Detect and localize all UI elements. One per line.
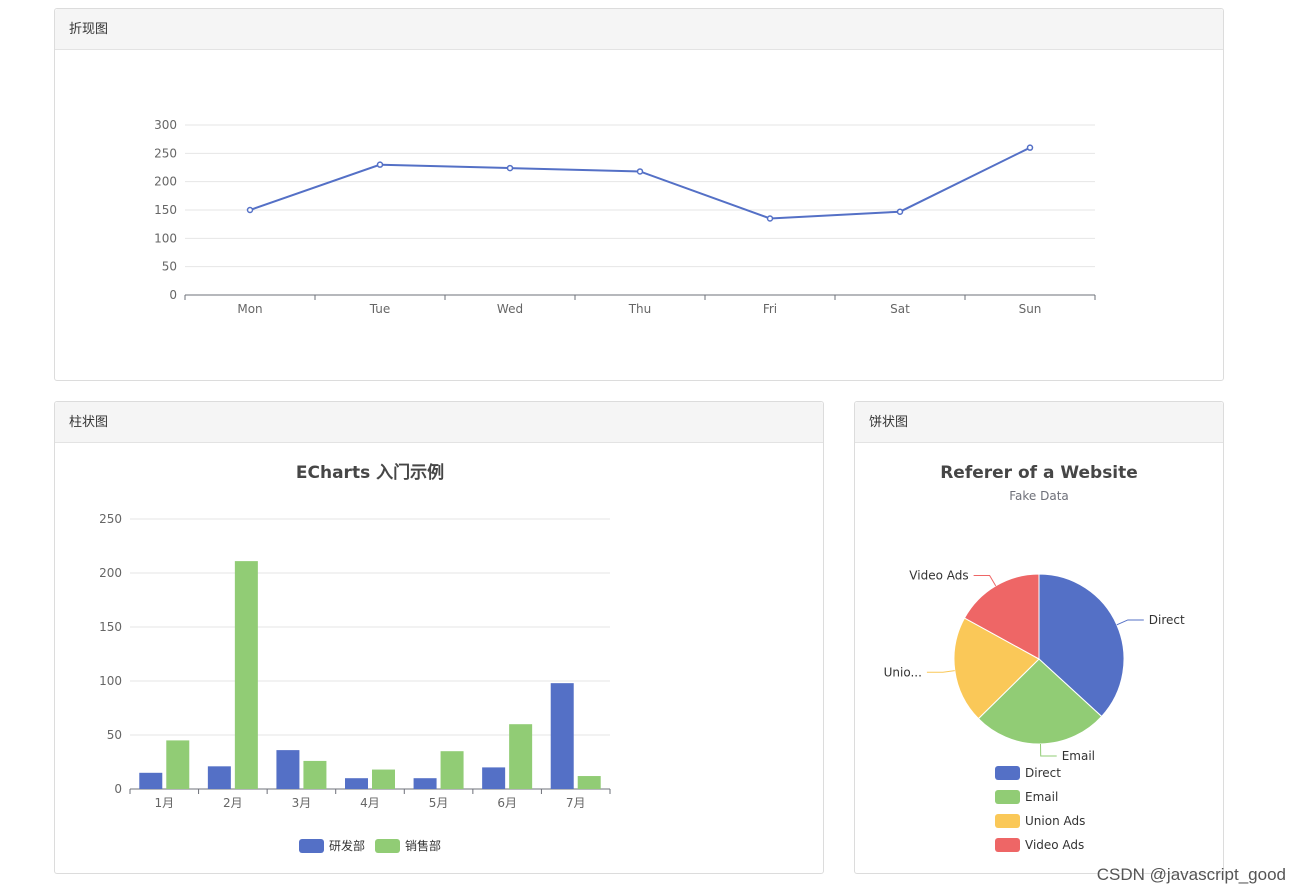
legend-label: Union Ads <box>1025 814 1085 828</box>
bar-series-1 <box>482 767 506 789</box>
bar-chart-panel: 柱状图 ECharts 入门示例 0 50 100 150 200 250 1月 2月 3月 4月 5… <box>54 401 824 874</box>
y-tick-label: 0 <box>169 288 177 302</box>
legend-swatch <box>995 838 1020 852</box>
pie-panel-header: 饼状图 <box>855 402 1223 443</box>
legend-label: Direct <box>1025 766 1061 780</box>
bar-chart: ECharts 入门示例 0 50 100 150 200 250 1月 2月 3月 4月 5月 6月 7… <box>99 462 611 853</box>
legend-label: Email <box>1025 790 1058 804</box>
pie-chart-subtitle: Fake Data <box>1009 489 1069 503</box>
line-point <box>766 215 774 222</box>
x-tick-label: Tue <box>369 302 391 316</box>
y-tick-label: 150 <box>99 620 122 634</box>
bar-series-1 <box>550 683 574 789</box>
y-tick-label: 50 <box>162 260 177 274</box>
x-tick-label: Sun <box>1019 302 1042 316</box>
bar-panel-header: 柱状图 <box>55 402 823 443</box>
pie-slice-label: Direct <box>1149 613 1185 627</box>
pie-chart-title: Referer of a Website <box>940 463 1138 483</box>
y-tick-label: 250 <box>154 146 177 160</box>
legend-label: 销售部 <box>405 838 441 853</box>
pie-label-line <box>926 670 955 673</box>
bar-series-1 <box>413 778 437 789</box>
pie-slice <box>977 658 1103 745</box>
line-point <box>376 161 384 168</box>
pie-chart-panel: 饼状图 Referer of a Website Fake Data Direct E… <box>854 401 1224 874</box>
line-chart-panel: 折现图 0 50 100 150 200 250 300 Mon Tue Wed Thu Fri Sat… <box>54 8 1224 381</box>
y-tick-label: 200 <box>154 175 177 189</box>
line-point <box>246 206 254 214</box>
y-tick-label: 300 <box>154 118 177 132</box>
line-point <box>506 164 514 172</box>
x-tick-label: Thu <box>628 302 652 316</box>
x-tick-label: 2月 <box>223 796 243 810</box>
pie-slice <box>963 573 1040 660</box>
legend-swatch <box>299 839 324 853</box>
pie-slice-label: Video Ads <box>909 569 968 583</box>
y-tick-label: 200 <box>99 566 122 580</box>
x-tick-label: 7月 <box>566 796 586 810</box>
y-tick-label: 150 <box>154 203 177 217</box>
pie-label-line <box>973 575 997 587</box>
y-tick-label: 0 <box>114 782 122 796</box>
legend-swatch <box>995 766 1020 780</box>
x-tick-label: Wed <box>497 302 523 316</box>
pie-slice <box>1038 573 1125 718</box>
bar-series-2 <box>303 760 327 789</box>
line-panel-body: 0 50 100 150 200 250 300 Mon Tue Wed Thu Fri Sat Sun <box>55 50 1223 380</box>
y-tick-label: 50 <box>107 728 122 742</box>
bar-series-1 <box>276 750 300 789</box>
pie-slice-label: Email <box>1062 749 1095 763</box>
y-tick-label: 250 <box>99 512 122 526</box>
y-tick-label: 100 <box>99 674 122 688</box>
legend-swatch <box>995 814 1020 828</box>
bar-series-2 <box>234 561 258 789</box>
watermark: CSDN @javascript_good <box>1096 865 1286 884</box>
x-tick-label: Sat <box>890 302 910 316</box>
pie-slice-label: Unio... <box>884 665 922 679</box>
x-tick-label: 5月 <box>429 796 449 810</box>
x-tick-label: 6月 <box>497 796 517 810</box>
y-tick-label: 100 <box>154 231 177 245</box>
bar-series-1 <box>345 778 368 789</box>
bar-chart-title: ECharts 入门示例 <box>296 462 444 483</box>
line-panel-header: 折现图 <box>55 9 1223 50</box>
legend-label: 研发部 <box>329 838 365 853</box>
bar-series-2 <box>509 724 533 789</box>
bar-series-2 <box>440 751 464 789</box>
line-series <box>249 146 1031 220</box>
x-tick-label: Mon <box>237 302 262 316</box>
x-tick-label: 3月 <box>292 796 312 810</box>
legend-swatch <box>375 839 400 853</box>
x-tick-label: 1月 <box>154 796 174 810</box>
bar-series-2 <box>166 740 190 789</box>
legend-label: Video Ads <box>1025 838 1084 852</box>
pie-slice <box>953 617 1040 720</box>
line-point <box>1026 144 1034 151</box>
bar-series-2 <box>372 769 395 789</box>
pie-panel-body: Referer of a Website Fake Data Direct Email… <box>855 443 1223 873</box>
x-tick-label: Fri <box>763 302 777 316</box>
line-point <box>896 208 904 215</box>
x-tick-label: 4月 <box>360 796 380 810</box>
pie-label-line <box>1116 619 1144 626</box>
legend-swatch <box>995 790 1020 804</box>
bar-series-1 <box>207 766 231 789</box>
line-point <box>636 168 644 175</box>
bar-panel-body: ECharts 入门示例 0 50 100 150 200 250 1月 2月 3月 4月 5月 6月 7… <box>55 443 823 873</box>
bar-series-2 <box>577 776 601 789</box>
line-chart: 0 50 100 150 200 250 300 Mon Tue Wed Thu Fri Sat Sun <box>154 118 1096 316</box>
pie-label-line <box>1040 743 1057 757</box>
bar-series-1 <box>139 772 163 789</box>
